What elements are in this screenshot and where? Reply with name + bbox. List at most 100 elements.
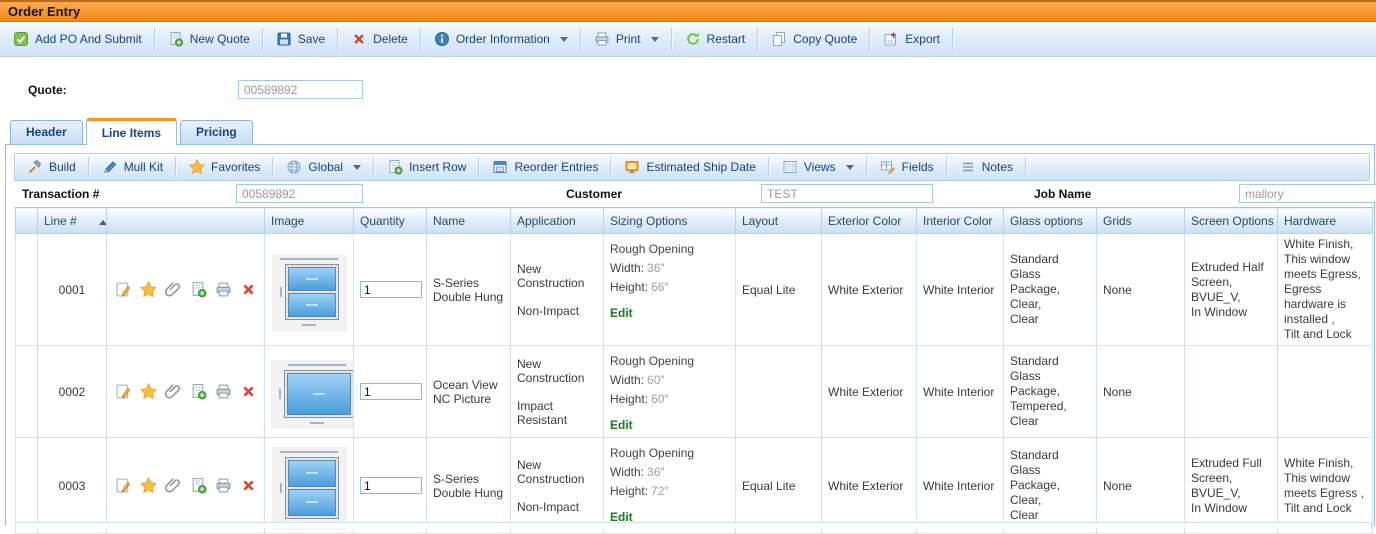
delete-row-icon[interactable]	[240, 281, 257, 298]
transaction-number-input[interactable]	[236, 184, 363, 203]
grids-cell: None	[1096, 233, 1185, 346]
edit-row-icon[interactable]	[115, 281, 132, 298]
transaction-number-label: Transaction #	[22, 187, 100, 201]
favorite-star-icon[interactable]	[139, 280, 157, 298]
copy-quote-button[interactable]: Copy Quote	[762, 27, 866, 51]
column-header-layout[interactable]: Layout	[735, 207, 822, 234]
column-header-grids[interactable]: Grids	[1096, 207, 1185, 234]
ship-date-icon	[624, 159, 640, 175]
edit-sizing-link[interactable]: Edit	[610, 306, 633, 320]
column-header-hardware[interactable]: Hardware	[1277, 207, 1373, 234]
column-header-exterior-color[interactable]: Exterior Color	[821, 207, 917, 234]
print-button[interactable]: Print	[585, 27, 668, 51]
print-row-icon[interactable]	[215, 281, 232, 298]
column-header-screen-options[interactable]: Screen Options	[1184, 207, 1278, 234]
application-line: Impact Resistant	[517, 398, 568, 427]
button-label: Copy Quote	[793, 32, 858, 46]
column-header-sizing-options[interactable]: Sizing Options	[603, 207, 736, 234]
sort-ascending-icon	[98, 219, 106, 225]
line-number-cell: 0002	[37, 345, 107, 438]
export-button[interactable]: Export	[874, 27, 949, 51]
line-items-panel: Build Mull Kit Favorites Global Insert R…	[5, 144, 1376, 534]
quantity-input[interactable]	[360, 477, 422, 494]
restart-button[interactable]: Restart	[676, 27, 755, 51]
interior-color-cell: White Interior	[916, 437, 1004, 534]
fields-button[interactable]: Fields	[871, 155, 943, 179]
add-po-and-submit-button[interactable]: Add PO And Submit	[4, 27, 151, 51]
toolbar-separator	[579, 28, 582, 50]
estimated-ship-date-button[interactable]: Estimated Ship Date	[615, 155, 764, 179]
caret-down-icon	[353, 164, 362, 170]
attachment-paperclip-icon[interactable]	[164, 281, 182, 298]
double-hung-window-diagram	[271, 253, 347, 331]
insert-line-icon[interactable]	[190, 383, 207, 400]
attachment-paperclip-icon[interactable]	[164, 383, 182, 400]
glass-options-cell: Standard Glass Package, Tempered, Clear	[1003, 345, 1097, 438]
toolbar-separator	[261, 28, 264, 50]
tab-line-items[interactable]: Line Items	[85, 118, 178, 145]
edit-row-icon[interactable]	[115, 383, 132, 400]
edit-sizing-link[interactable]: Edit	[610, 510, 633, 524]
insert-row-button[interactable]: Insert Row	[378, 155, 475, 179]
width-value: 36"	[647, 465, 665, 479]
job-name-label: Job Name	[1034, 187, 1092, 201]
tab-pricing[interactable]: Pricing	[180, 120, 253, 144]
favorite-star-icon[interactable]	[139, 476, 157, 494]
button-label: Estimated Ship Date	[646, 160, 756, 174]
star-icon	[188, 158, 206, 175]
quantity-input[interactable]	[360, 383, 422, 400]
print-row-icon[interactable]	[215, 477, 232, 494]
button-label: Mull Kit	[123, 160, 164, 174]
name-cell: S-Series Double Hung	[426, 437, 511, 534]
width-label: Width:	[610, 261, 645, 275]
print-row-icon[interactable]	[215, 383, 232, 400]
favorites-button[interactable]: Favorites	[180, 155, 269, 179]
tab-header[interactable]: Header	[10, 120, 83, 144]
export-icon	[883, 31, 899, 47]
quote-input[interactable]	[238, 80, 363, 99]
button-label: Global	[308, 160, 344, 174]
column-header-quantity[interactable]: Quantity	[353, 207, 427, 234]
edit-row-icon[interactable]	[115, 477, 132, 494]
attachment-paperclip-icon[interactable]	[164, 477, 182, 494]
save-button[interactable]: Save	[267, 27, 334, 51]
insert-line-icon[interactable]	[190, 477, 207, 494]
job-name-input[interactable]	[1239, 184, 1376, 203]
views-button[interactable]: Views	[773, 155, 863, 179]
delete-row-icon[interactable]	[240, 383, 257, 400]
globe-icon	[286, 159, 302, 175]
insert-line-icon[interactable]	[190, 281, 207, 298]
column-header-application[interactable]: Application	[510, 207, 604, 234]
column-header-actions[interactable]	[106, 207, 265, 234]
delete-row-icon[interactable]	[240, 477, 257, 494]
glass-options-cell: Standard Glass Package, Clear, Clear	[1003, 233, 1097, 346]
column-header-image[interactable]: Image	[264, 207, 354, 234]
quantity-input[interactable]	[360, 281, 422, 298]
button-label: Insert Row	[409, 160, 467, 174]
order-information-button[interactable]: Order Information	[425, 27, 577, 51]
favorite-star-icon[interactable]	[139, 382, 157, 400]
new-quote-button[interactable]: New Quote	[159, 27, 259, 51]
column-header-interior-color[interactable]: Interior Color	[916, 207, 1004, 234]
toolbar-separator	[272, 157, 275, 177]
edit-sizing-link[interactable]: Edit	[610, 418, 633, 432]
notes-icon	[960, 159, 976, 175]
column-header-line[interactable]: Line #	[37, 207, 107, 234]
mull-pencil-icon	[102, 159, 118, 175]
name-cell: Ocean View NC Picture	[426, 345, 511, 438]
column-header-glass-options[interactable]: Glass options	[1003, 207, 1097, 234]
customer-input[interactable]	[761, 184, 933, 203]
toolbar-separator	[419, 28, 422, 50]
application-cell: New Construction Impact Resistant	[510, 345, 604, 438]
notes-button[interactable]: Notes	[951, 155, 1022, 179]
toolbar-separator	[373, 157, 376, 177]
button-label: Notes	[981, 160, 1014, 174]
delete-button[interactable]: Delete	[342, 27, 417, 51]
mull-kit-button[interactable]: Mull Kit	[93, 155, 172, 179]
global-button[interactable]: Global	[277, 155, 370, 179]
width-label: Width:	[610, 373, 645, 387]
reorder-entries-button[interactable]: Reorder Entries	[483, 155, 607, 179]
build-button[interactable]: Build	[18, 155, 85, 179]
exterior-color-cell: White Exterior	[821, 233, 917, 346]
column-header-name[interactable]: Name	[426, 207, 511, 234]
